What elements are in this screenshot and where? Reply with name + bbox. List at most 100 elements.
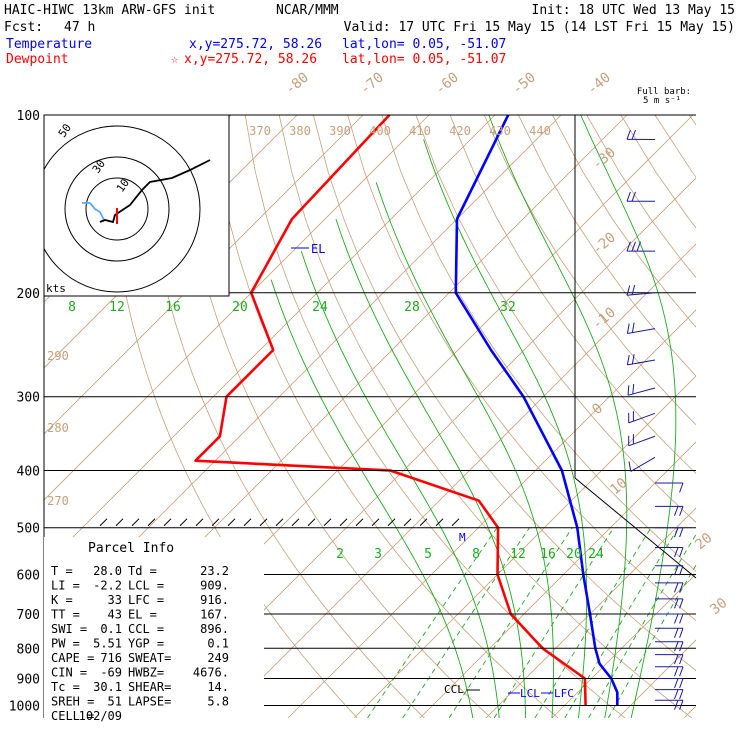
barb-flag (636, 241, 641, 252)
wind-barb (626, 354, 656, 366)
temperature-legend: Temperature (6, 37, 92, 52)
parcel-value: 5.51 (93, 637, 122, 651)
dry-adiabat (518, 115, 696, 377)
barb-flag (626, 129, 631, 140)
wind-barb (654, 666, 684, 677)
isotherm (353, 375, 696, 718)
barb-flag (674, 565, 679, 576)
level-hatch (115, 518, 124, 527)
pressure-label: 200 (17, 287, 40, 302)
parcel-label: SWEAT= (128, 651, 171, 665)
wind-barb (654, 482, 684, 493)
dewpoint-star-icon: ☆ (171, 52, 178, 66)
parcel-value: -69 (100, 666, 122, 680)
parcel-box (44, 537, 264, 719)
barb-flag (627, 385, 630, 396)
pressure-label: 500 (17, 522, 40, 537)
pressure-label: 900 (17, 672, 40, 687)
pressure-label: 700 (17, 608, 40, 623)
mixing-ratio-label: 24 (588, 547, 604, 562)
dry-adiabat (449, 115, 696, 474)
parcel-label: Td = (128, 564, 157, 578)
barb-flag (674, 547, 679, 558)
parcel-label: LAPSE= (128, 695, 171, 709)
level-hatch (163, 518, 172, 527)
barb-staff (627, 328, 656, 334)
fcst-value: 47 h (64, 20, 95, 35)
barb-flag (674, 641, 679, 652)
parcel-value: 43 (108, 608, 122, 622)
barb-flag (626, 355, 630, 365)
pressure-label: 800 (17, 642, 40, 657)
wind-barb (628, 456, 656, 472)
level-hatch (355, 518, 364, 527)
isotherm (221, 243, 696, 718)
level-hatch (227, 518, 236, 527)
parcel-label: SHEAR= (128, 680, 171, 694)
barb-flag (674, 506, 679, 516)
parcel-value: 30.1 (93, 680, 122, 694)
level-hatch (99, 518, 108, 527)
org-label: NCAR/MMM (276, 3, 339, 18)
theta-label: 290 (47, 349, 69, 363)
moist-adiabat-label: 12 (109, 300, 125, 315)
mixing-ratio-label: 2 (336, 547, 344, 562)
barb-flag (674, 678, 679, 689)
theta-label: 390 (329, 124, 351, 138)
theta-label: 280 (47, 421, 69, 435)
level-hatch (243, 518, 252, 527)
barb-flag (626, 285, 631, 296)
barb-staff (627, 387, 656, 396)
parcel-label: LFC = (128, 593, 164, 607)
wind-barb (626, 322, 656, 334)
hodograph-ring-label: 30 (90, 157, 108, 175)
barb-flag (679, 582, 684, 593)
level-hatch (371, 518, 380, 527)
fcst-label: Fcst: (4, 20, 43, 35)
moist-adiabat (488, 115, 628, 718)
barb-flag (631, 191, 636, 202)
mixing-ratio-line (493, 527, 615, 718)
parcel-label: T = (51, 564, 73, 578)
pressure-label: 100 (17, 109, 40, 124)
barb-key-label: Full barb: (637, 87, 691, 97)
barb-flag (679, 527, 684, 538)
dry-adiabat (347, 115, 696, 622)
parcel-title: Parcel Info (88, 541, 174, 556)
parcel-label: LCL = (128, 579, 164, 593)
wind-barb (654, 699, 684, 710)
barb-flag (679, 482, 684, 493)
parcel-label: K = (51, 593, 73, 607)
barb-flag (674, 598, 679, 609)
parcel-label: CELL = (51, 709, 94, 723)
barb-flag (631, 241, 636, 252)
parcel-value: 23.2 (200, 564, 229, 578)
isotherm (44, 115, 364, 435)
hodograph-ring (44, 125, 201, 293)
theta-label: 410 (409, 124, 431, 138)
parcel-value: 4676. (193, 666, 229, 680)
barb-flag (679, 689, 684, 700)
hodograph-box (43, 114, 230, 297)
lcl-marker-label: LCL (520, 687, 540, 700)
barb-flag (679, 628, 684, 638)
level-hatch (419, 518, 428, 527)
mixing-ratio-label: 8 (472, 547, 480, 562)
barb-flag (679, 700, 684, 710)
mixing-ratio-label: 16 (540, 547, 556, 562)
barb-flag (674, 654, 679, 665)
hodograph-ring-label: 10 (114, 176, 132, 194)
parcel-value: 51 (108, 695, 122, 709)
hodograph-trace (99, 159, 211, 224)
parcel-label: CCL = (128, 622, 164, 636)
mixing-ratio-line (564, 527, 679, 718)
level-hatch (195, 518, 204, 527)
theta-label: 400 (369, 124, 391, 138)
parcel-label: LI = (51, 579, 80, 593)
parcel-label: CAPE = (51, 651, 94, 665)
mixing-ratio-label: 3 (374, 547, 382, 562)
wind-barb (654, 527, 684, 538)
barb-flag (679, 613, 684, 624)
dry-adiabat (381, 115, 696, 572)
